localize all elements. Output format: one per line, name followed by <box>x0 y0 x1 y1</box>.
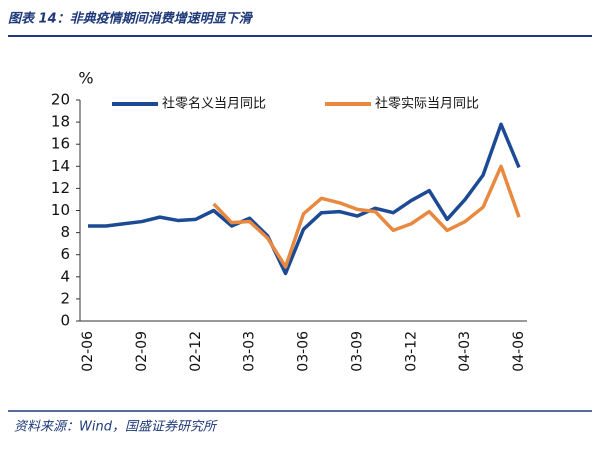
y-tick-label: 16 <box>51 135 70 153</box>
series-line <box>212 164 521 269</box>
y-tick-label: 14 <box>51 157 70 175</box>
y-tick-label: 4 <box>60 267 70 285</box>
x-tick-label: 03-06 <box>296 331 312 372</box>
y-tick-label: 0 <box>60 312 70 330</box>
x-tick-label: 04-03 <box>457 331 473 372</box>
series-line <box>88 122 521 276</box>
x-tick-label: 03-03 <box>242 331 258 372</box>
x-tick-label: 04-06 <box>511 331 527 372</box>
y-tick-label: 8 <box>60 223 70 241</box>
y-tick-label: 10 <box>51 201 70 219</box>
y-tick-label: 2 <box>60 289 70 307</box>
legend-label: 社零名义当月同比 <box>162 96 266 112</box>
legend-label: 社零实际当月同比 <box>375 96 479 112</box>
x-tick-label: 02-12 <box>188 331 204 372</box>
y-tick-label: 12 <box>51 179 70 197</box>
chart-title: 图表 14：非典疫情期间消费增速明显下滑 <box>8 11 254 27</box>
x-tick-label: 03-09 <box>349 331 365 372</box>
y-axis-unit: % <box>78 69 93 88</box>
x-tick-label: 03-12 <box>403 331 419 372</box>
y-tick-label: 20 <box>51 91 70 109</box>
x-tick-label: 02-09 <box>134 331 150 372</box>
y-tick-label: 6 <box>60 245 70 263</box>
y-tick-label: 18 <box>51 113 70 131</box>
source-note: 资料来源：Wind，国盛证券研究所 <box>14 419 218 435</box>
x-tick-label: 02-06 <box>80 331 96 372</box>
